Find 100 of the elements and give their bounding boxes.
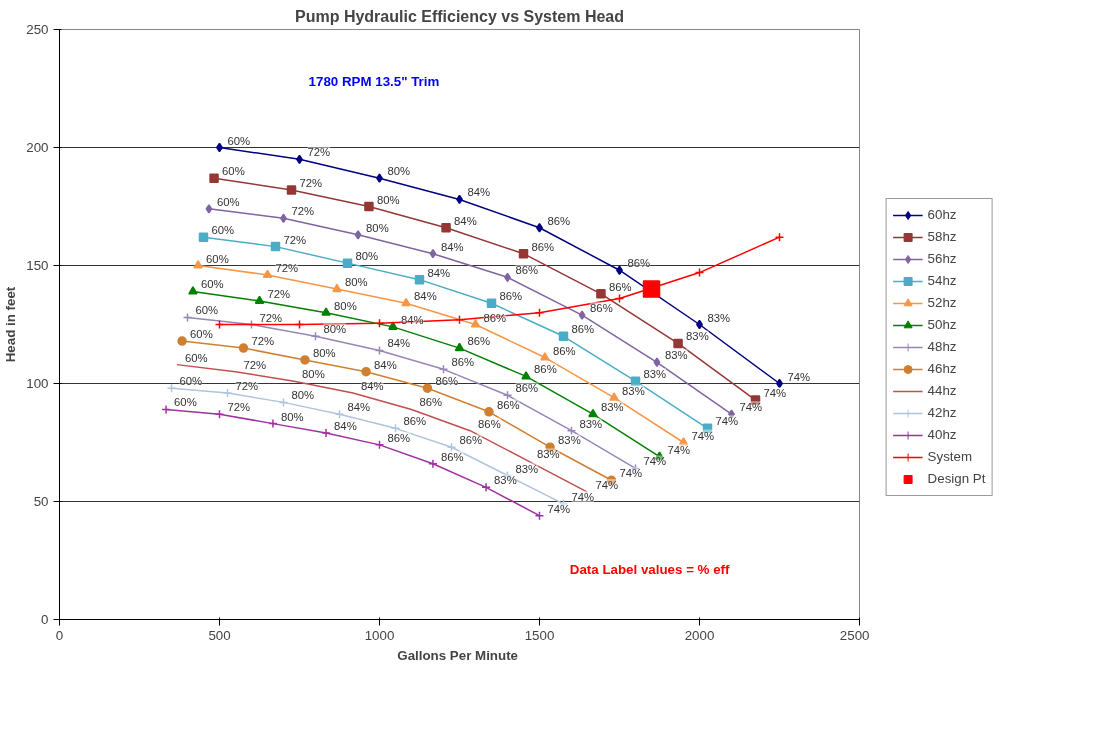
point [630, 376, 641, 386]
annotation: 83% [558, 434, 581, 447]
annotation: 60% [184, 351, 208, 364]
annotation: 80% [291, 389, 315, 402]
annotation: 60% [206, 252, 229, 265]
point [673, 338, 683, 349]
annotation: 72% [299, 176, 323, 189]
point [300, 355, 310, 365]
annotation: 86% [531, 240, 555, 253]
annotation: 74% [715, 415, 739, 428]
annotation: 84% [347, 401, 371, 414]
point [177, 336, 187, 346]
legend-label: Design Pt [927, 471, 986, 486]
annotation: 72% [283, 233, 307, 246]
annotation: 83% [686, 330, 709, 343]
annotation: 80% [344, 276, 368, 289]
point [588, 408, 598, 418]
annotation: 74% [547, 502, 571, 515]
annotation: 80% [323, 323, 347, 336]
y-tick-label: 0 [41, 612, 49, 627]
point [193, 260, 203, 269]
point [364, 201, 374, 212]
annotation: 72% [251, 335, 275, 348]
point [334, 409, 345, 419]
annotation: 83% [579, 417, 603, 430]
annotation: 86% [515, 264, 539, 277]
y-tick-label: 150 [26, 258, 49, 273]
annotation: 80% [366, 221, 389, 234]
point [209, 173, 219, 183]
annotation: 74% [787, 370, 811, 383]
legend-label: 42hz [927, 405, 957, 420]
annotation: 72% [227, 401, 251, 414]
legend-label: System [927, 449, 973, 464]
point [578, 310, 586, 320]
y-tick-label: 250 [26, 22, 49, 37]
annotation: 74% [739, 401, 763, 414]
annotation: 86% [467, 335, 491, 348]
annotation: 60% [227, 134, 251, 147]
annotation: 1780 RPM 13.5" Trim [308, 73, 440, 89]
point [414, 274, 425, 285]
annotation: 86% [590, 302, 613, 315]
annotation: 86% [451, 356, 475, 369]
annotation: 80% [334, 299, 357, 312]
point [454, 315, 465, 325]
annotation: 60% [179, 375, 203, 388]
annotation: 80% [280, 410, 304, 423]
annotation: 86% [440, 450, 464, 463]
annotation: Data Label values = % eff [569, 562, 731, 578]
point [286, 185, 297, 195]
x-tick-label: 2500 [839, 627, 870, 643]
legend-label: 50hz [927, 317, 957, 332]
annotation: 74% [763, 387, 787, 400]
annotation: 80% [312, 346, 336, 359]
point [254, 295, 265, 304]
annotation: 60% [195, 304, 219, 317]
point [678, 437, 689, 446]
point [214, 409, 225, 419]
y-tick-label: 200 [26, 140, 49, 155]
annotation: 72% [307, 146, 331, 159]
annotation: 83% [643, 368, 667, 381]
annotation: 84% [454, 214, 477, 227]
annotation: 74% [595, 479, 619, 492]
annotation: 86% [608, 280, 632, 293]
annotation: 86% [547, 214, 571, 227]
legend-label: 40hz [927, 427, 957, 442]
point [446, 442, 457, 452]
annotation: 84% [387, 337, 411, 350]
point [441, 222, 451, 233]
annotation: 60% [216, 195, 240, 208]
annotation: 83% [515, 462, 539, 475]
annotation: 74% [619, 467, 643, 480]
point [540, 352, 550, 361]
annotation: 86% [459, 434, 483, 447]
point [222, 388, 233, 398]
legend-label: 54hz [927, 273, 957, 288]
annotation: 74% [667, 443, 691, 456]
point [774, 232, 785, 242]
y-tick-label: 50 [33, 494, 49, 509]
point [262, 269, 273, 278]
annotation: 83% [707, 311, 731, 324]
annotation: 60% [211, 224, 235, 237]
point [332, 283, 342, 293]
annotation: 86% [478, 417, 501, 430]
annotation: 86% [515, 382, 539, 395]
x-tick-label: 0 [55, 627, 64, 643]
annotation: 74% [643, 455, 667, 468]
annotation: 86% [571, 323, 595, 336]
annotation: 60% [200, 278, 224, 291]
point [374, 440, 385, 450]
legend-label: 52hz [927, 295, 957, 310]
annotation: 72% [275, 261, 299, 274]
point [481, 482, 491, 493]
annotation: 84% [440, 240, 464, 253]
point [361, 366, 371, 377]
annotation: 86% [435, 375, 459, 388]
point [616, 265, 623, 275]
annotation: 86% [552, 344, 576, 357]
annotation: 84% [414, 290, 437, 303]
annotation: 84% [467, 186, 491, 199]
point [342, 258, 353, 268]
